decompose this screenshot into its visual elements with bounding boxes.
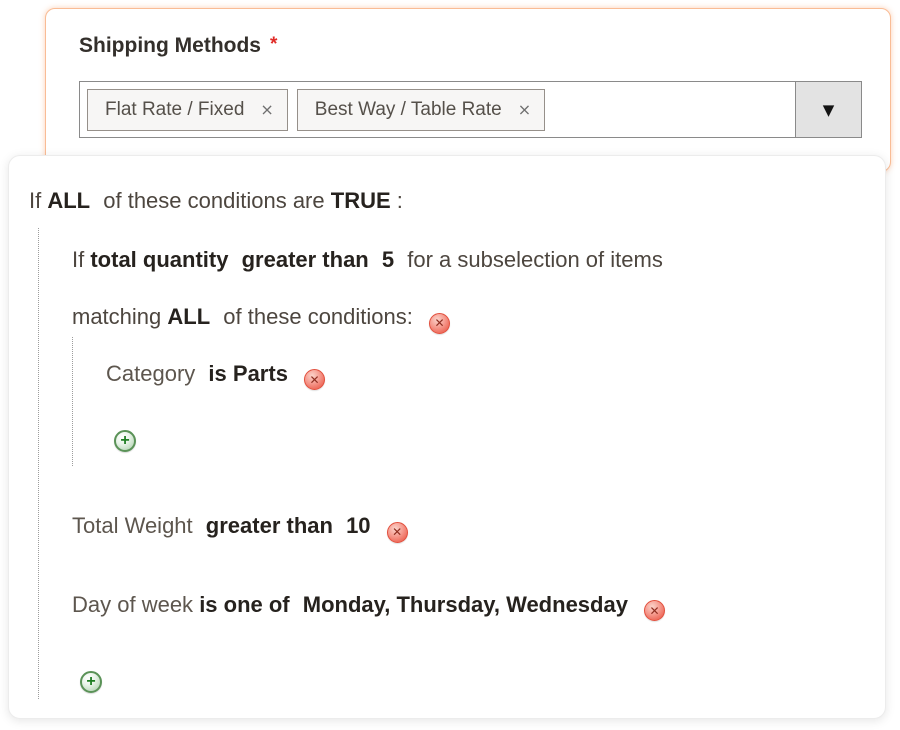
- total-weight-condition-line: Total Weight greater than 10 ✕: [72, 511, 865, 543]
- static-text: If: [72, 247, 85, 272]
- remove-icon: ✕: [649, 603, 660, 618]
- static-text: of these conditions:: [223, 304, 413, 329]
- operator-selector[interactable]: is: [208, 360, 227, 386]
- remove-condition-button[interactable]: ✕: [644, 600, 666, 621]
- shipping-methods-card: Shipping Methods * Flat Rate / Fixed × Be…: [45, 8, 891, 172]
- value-selector[interactable]: 5: [381, 247, 395, 272]
- day-of-week-condition-line: Day of week is one of Monday, Thursday, …: [72, 590, 865, 621]
- add-row-inner: +: [106, 430, 865, 452]
- attribute-selector[interactable]: total quantity: [90, 247, 229, 272]
- static-text: :: [396, 188, 403, 213]
- rule-tree-level-1: If total quantity greater than 5 for a s…: [38, 228, 865, 699]
- value-selector[interactable]: Monday, Thursday, Wednesday: [302, 591, 628, 617]
- operator-selector[interactable]: is one of: [199, 591, 290, 617]
- static-text: matching: [72, 304, 162, 329]
- subselection-condition-line-1: If total quantity greater than 5 for a s…: [72, 245, 865, 275]
- shipping-methods-multiselect[interactable]: Flat Rate / Fixed × Best Way / Table Rat…: [79, 81, 862, 138]
- remove-condition-button[interactable]: ✕: [429, 312, 450, 334]
- remove-icon: ✕: [434, 316, 445, 330]
- remove-condition-button[interactable]: ✕: [304, 369, 326, 390]
- rule-tree-level-2: Category is Parts ✕ +: [72, 336, 865, 466]
- required-asterisk: *: [269, 34, 278, 55]
- remove-icon: ✕: [309, 372, 320, 387]
- operator-selector[interactable]: greater than: [241, 247, 369, 272]
- remove-tag-icon[interactable]: ×: [517, 99, 532, 119]
- selected-tag-flat-rate: Flat Rate / Fixed ×: [87, 88, 288, 131]
- add-condition-button[interactable]: +: [114, 430, 136, 452]
- field-label-row: Shipping Methods *: [79, 34, 862, 62]
- value-selector[interactable]: 10: [346, 513, 371, 538]
- add-condition-button[interactable]: +: [80, 671, 102, 693]
- aggregator-selector[interactable]: ALL: [167, 304, 211, 329]
- rule-root-line: If ALL of these conditions are TRUE :: [9, 186, 865, 216]
- attribute-selector[interactable]: Category: [106, 360, 196, 386]
- attribute-selector[interactable]: Total Weight: [72, 513, 193, 538]
- operator-selector[interactable]: greater than: [205, 513, 333, 538]
- remove-icon: ✕: [392, 525, 403, 539]
- subselection-condition-line-2: matching ALL of these conditions: ✕: [72, 302, 865, 334]
- shipping-methods-label: Shipping Methods: [79, 34, 261, 57]
- static-text: of these conditions are: [103, 188, 325, 213]
- conditions-panel: If ALL of these conditions are TRUE : If…: [8, 155, 886, 719]
- tag-label: Best Way / Table Rate: [314, 98, 502, 120]
- aggregator-selector[interactable]: ALL: [47, 188, 91, 213]
- dropdown-toggle-button[interactable]: ▼: [795, 82, 861, 137]
- value-selector[interactable]: Parts: [232, 360, 288, 386]
- add-row-outer: +: [72, 671, 865, 693]
- remove-condition-button[interactable]: ✕: [386, 521, 408, 543]
- plus-icon: +: [120, 431, 130, 449]
- rule-value-selector[interactable]: TRUE: [330, 188, 391, 213]
- static-text: for a subselection of items: [407, 247, 663, 272]
- tag-label: Flat Rate / Fixed: [105, 98, 245, 120]
- selected-tag-best-way: Best Way / Table Rate ×: [296, 88, 546, 131]
- plus-icon: +: [86, 672, 96, 690]
- remove-tag-icon[interactable]: ×: [260, 99, 274, 119]
- chevron-down-icon: ▼: [822, 100, 835, 119]
- static-text: If: [29, 188, 42, 213]
- category-condition-line: Category is Parts ✕: [106, 359, 865, 390]
- attribute-selector[interactable]: Day of week: [72, 591, 194, 617]
